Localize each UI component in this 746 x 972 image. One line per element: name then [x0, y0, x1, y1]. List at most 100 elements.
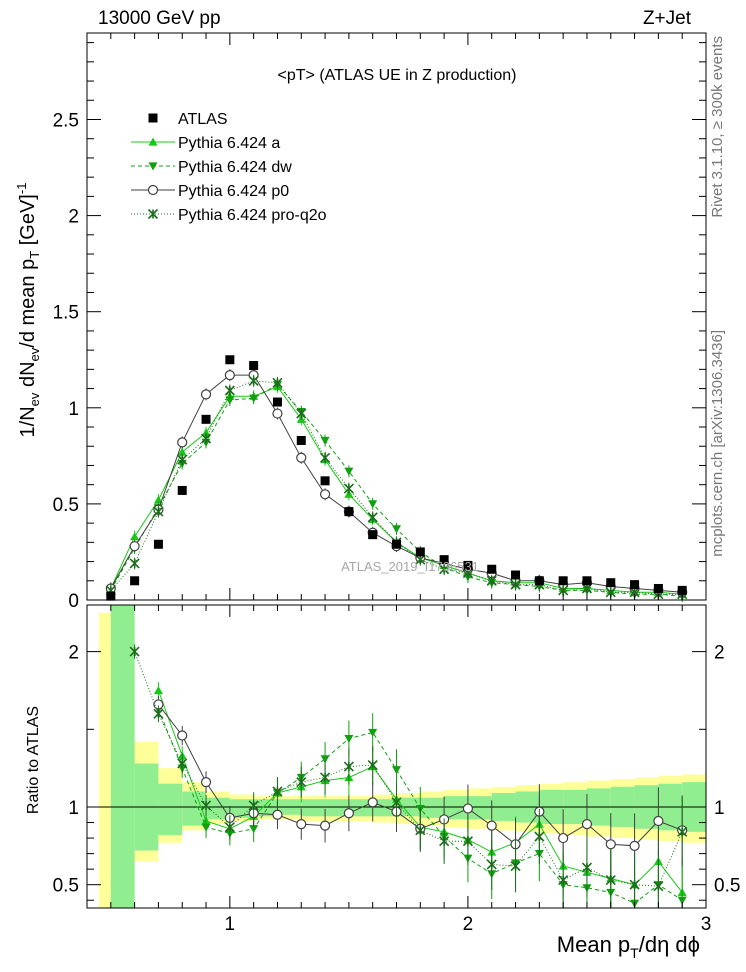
data-point	[630, 580, 640, 590]
series-3-point	[510, 579, 521, 590]
series-3-point	[462, 568, 473, 579]
data-point	[320, 476, 330, 486]
ratio-series-3-point	[510, 860, 521, 872]
ratio-plot-panel: 1 2 30.5 0.51 12 2	[53, 604, 740, 935]
series-3-point	[486, 575, 497, 586]
data-point	[463, 560, 473, 570]
series-3-point	[320, 452, 331, 463]
data-point	[439, 555, 449, 565]
ratio-series-1-point	[392, 766, 401, 775]
ratio-series-1-point	[249, 825, 259, 834]
header-left: 13000 GeV pp	[98, 8, 221, 29]
x-tick-label: 2	[463, 914, 474, 935]
ratio-series-3-point	[581, 862, 593, 873]
series-2-point	[319, 489, 331, 500]
legend-label: Pythia 6.424 a	[178, 135, 280, 152]
ratio-band-inner	[372, 799, 397, 817]
series-3-point	[177, 454, 188, 465]
legend-label: ATLAS	[178, 111, 228, 128]
x-tick-label: 1	[225, 914, 236, 935]
ratio-series-3-point	[677, 826, 688, 837]
ratio-series-2-point	[200, 777, 212, 788]
ratio-series-3-point	[391, 797, 402, 808]
legend-label: Pythia 6.424 p0	[178, 183, 289, 200]
series-0-point	[177, 447, 187, 456]
ratio-plot-marks	[87, 605, 706, 908]
y-tick-label: 1	[68, 399, 79, 420]
ratio-series-1-point	[677, 896, 687, 905]
ratio-series-1-point	[320, 755, 330, 764]
ratio-series-3-point	[367, 759, 378, 771]
data-point	[368, 530, 378, 540]
ratio-series-3-point	[129, 646, 140, 657]
ratio-band-inner	[253, 799, 278, 817]
x-axis-label: Mean pT/dη dϕ	[557, 932, 700, 961]
series-2-point	[272, 408, 283, 419]
series-3-point	[200, 433, 212, 444]
series-1-point	[392, 525, 401, 534]
data-point	[296, 435, 306, 445]
ratio-series-3-point	[224, 822, 235, 833]
series-0-point	[153, 495, 163, 504]
ratio-series-2-point	[653, 815, 664, 827]
ratio-series-3-point	[200, 800, 212, 811]
ratio-band-inner	[444, 796, 468, 820]
series-3-point	[224, 385, 235, 396]
main-axis-ticks: 0 0.5 1 1.5 2 2.5	[53, 33, 707, 612]
y-tick-label: 0	[68, 591, 79, 612]
ratio-band-inner	[110, 605, 135, 908]
main-plot-marks	[105, 355, 688, 603]
ratio-y-tick-label: 1	[68, 798, 79, 819]
rivet-label: Rivet 3.1.10, ≥ 300k events	[709, 36, 726, 218]
ratio-y-axis-label: Ratio to ATLAS	[25, 706, 42, 814]
ratio-series-2-point	[629, 840, 640, 851]
ratio-series-3-point	[629, 879, 640, 890]
ratio-series-3-point	[486, 859, 497, 870]
series-1-point	[320, 436, 330, 445]
legend: ATLAS Pythia 6.424 a Pythia 6.424 dw Pythia…	[131, 111, 327, 224]
ratio-series-3-point	[296, 777, 307, 788]
ratio-series-3-line	[134, 651, 683, 887]
ratio-band-inner	[182, 791, 207, 826]
series-2-point	[177, 437, 188, 448]
data-point	[677, 585, 687, 595]
series-3-point	[415, 554, 426, 565]
series-1-point	[344, 467, 354, 476]
series-3-point	[367, 512, 378, 523]
legend-marker	[147, 208, 159, 220]
x-tick-label: 3	[701, 914, 712, 935]
ratio-series-3-point	[153, 708, 164, 719]
series-2-point	[224, 370, 235, 381]
series-3-point	[343, 483, 354, 494]
ratio-series-1-point	[201, 823, 211, 832]
data-point	[201, 414, 211, 424]
ratio-series-3-point	[415, 825, 426, 836]
y-tick-label: 0.5	[53, 495, 79, 516]
series-1-point	[249, 394, 259, 403]
series-3-point	[581, 583, 593, 594]
ratio-series-2-point	[319, 820, 331, 831]
ratio-series-2-point	[343, 808, 354, 819]
legend-label: Pythia 6.424 dw	[178, 159, 292, 176]
series-3-point	[153, 506, 164, 517]
series-3-point	[248, 375, 259, 386]
data-point	[130, 576, 140, 586]
ratio-series-3-point	[248, 800, 259, 811]
series-3-point	[558, 585, 569, 596]
data-point	[534, 576, 544, 586]
ratio-series-2-point	[486, 820, 497, 831]
chart-title: <pT> (ATLAS UE in Z production)	[278, 67, 517, 84]
data-point	[653, 583, 663, 593]
ratio-series-3-point	[534, 831, 545, 842]
ratio-band-inner	[229, 799, 254, 818]
data-point	[272, 397, 282, 407]
ratio-series-2-point	[367, 797, 378, 808]
ratio-series-3-point	[320, 772, 331, 783]
ratio-band-inner	[467, 796, 492, 820]
data-point	[415, 547, 425, 557]
ratio-series-2-point	[296, 818, 307, 830]
ratio-band-inner	[420, 797, 445, 818]
series-1-point	[368, 500, 378, 509]
ratio-band-inner	[158, 783, 183, 835]
data-point	[344, 507, 354, 517]
